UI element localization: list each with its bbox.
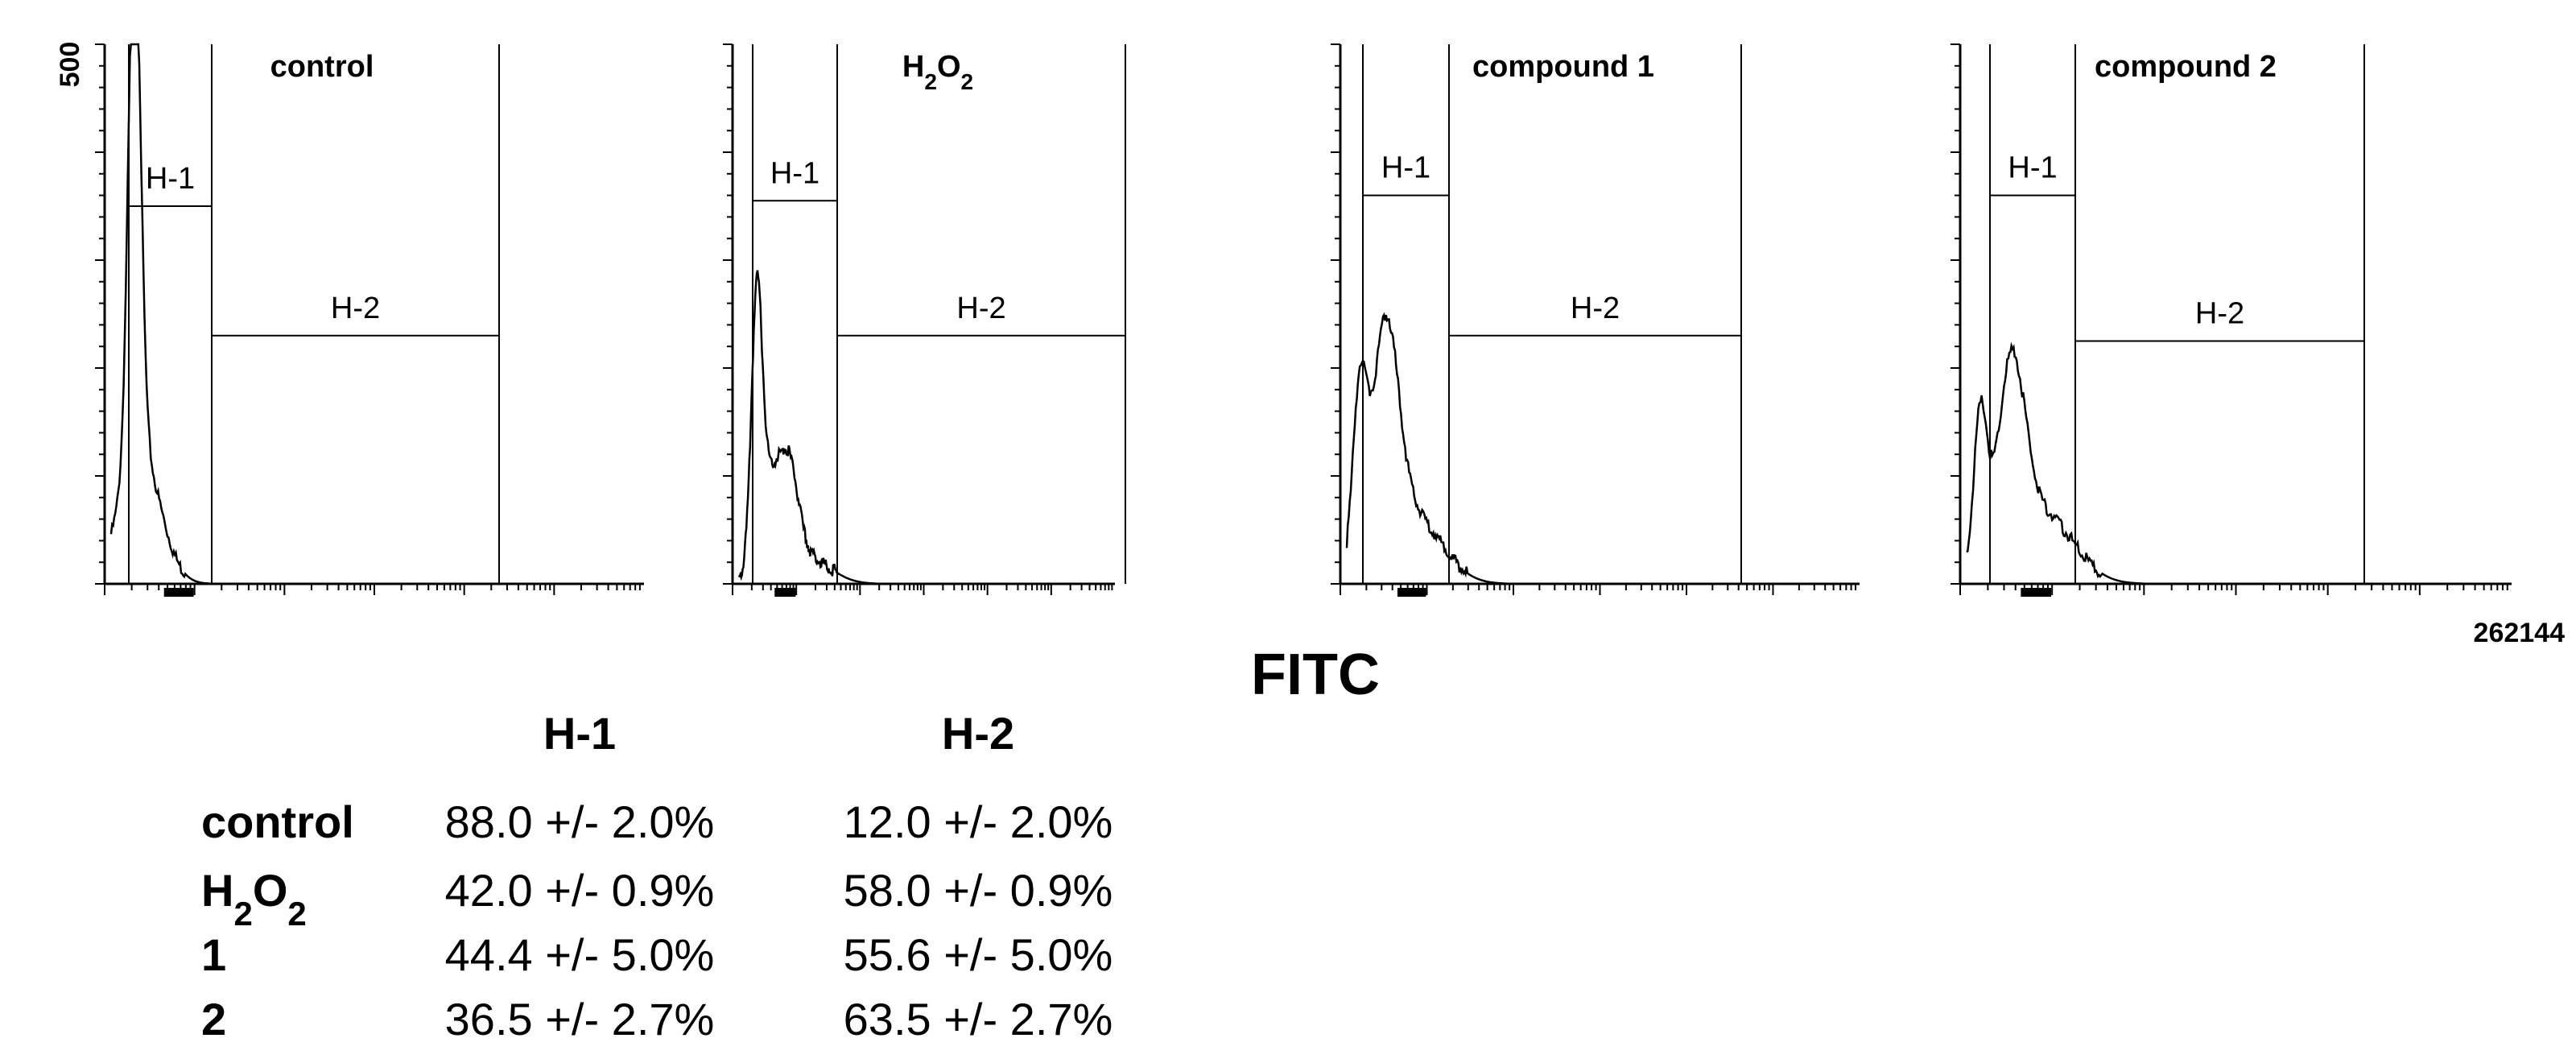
histogram-panel-1: H-1 H-2 control (95, 43, 644, 597)
gate-h-1-label: H-1 (146, 162, 195, 196)
gate-h-1-label: H-1 (770, 156, 819, 190)
axis-marker-bar (1397, 588, 1426, 597)
table-header-h-1: H-1 (543, 708, 616, 759)
histogram-panel-4: H-1 H-2 compound 2 (1951, 43, 2512, 597)
table-cell-h2: 12.0 +/- 2.0% (844, 796, 1113, 847)
table-cell-h1: 88.0 +/- 2.0% (445, 796, 715, 847)
gate-h-2-label: H-2 (956, 292, 1005, 325)
table-cell-h1: 36.5 +/- 2.7% (445, 994, 715, 1044)
gate-h-2-label: H-2 (331, 292, 380, 325)
gate-h-2-label: H-2 (2195, 297, 2244, 331)
panel-title: control (270, 50, 374, 84)
histogram-panel-3: H-1 H-2 compound 1 (1331, 43, 1860, 597)
table-row-label: 2 (201, 994, 226, 1044)
axis-marker-bar (2021, 588, 2052, 597)
table-row-label: 1 (201, 929, 226, 980)
panel-title: H2O2 (902, 50, 973, 94)
histogram-curve (737, 270, 976, 585)
gate-h-1-label: H-1 (2008, 151, 2057, 185)
histogram-curve (109, 43, 446, 585)
panel-title: compound 2 (2095, 50, 2277, 84)
histogram-curve (1345, 312, 1669, 585)
table-cell-h1: 44.4 +/- 5.0% (445, 929, 715, 980)
table-row-label: control (201, 796, 354, 847)
histogram-curve (1966, 341, 2309, 585)
table-row-label: H2O2 (201, 865, 307, 933)
panel-title: compound 1 (1472, 50, 1654, 84)
gate-percentage-table: H-1 H-2 control 88.0 +/- 2.0% 12.0 +/- 2.0% H… (201, 708, 1113, 1044)
table-cell-h2: 58.0 +/- 0.9% (844, 865, 1113, 916)
histogram-panel-2: H-1 H-2 H2O2 (723, 43, 1126, 597)
gate-h-1-label: H-1 (1381, 151, 1430, 185)
gate-h-2-label: H-2 (1571, 292, 1620, 325)
table-cell-h1: 42.0 +/- 0.9% (445, 865, 715, 916)
table-cell-h2: 55.6 +/- 5.0% (844, 929, 1113, 980)
x-axis-max-label: 262144 (2474, 618, 2566, 648)
y-axis-max-label: 500 (55, 42, 85, 88)
axis-marker-bar (163, 588, 194, 597)
table-cell-h2: 63.5 +/- 2.7% (844, 994, 1113, 1044)
x-axis-title: FITC (1251, 643, 1380, 707)
axis-marker-bar (774, 588, 796, 597)
table-header-h-2: H-2 (942, 708, 1014, 759)
